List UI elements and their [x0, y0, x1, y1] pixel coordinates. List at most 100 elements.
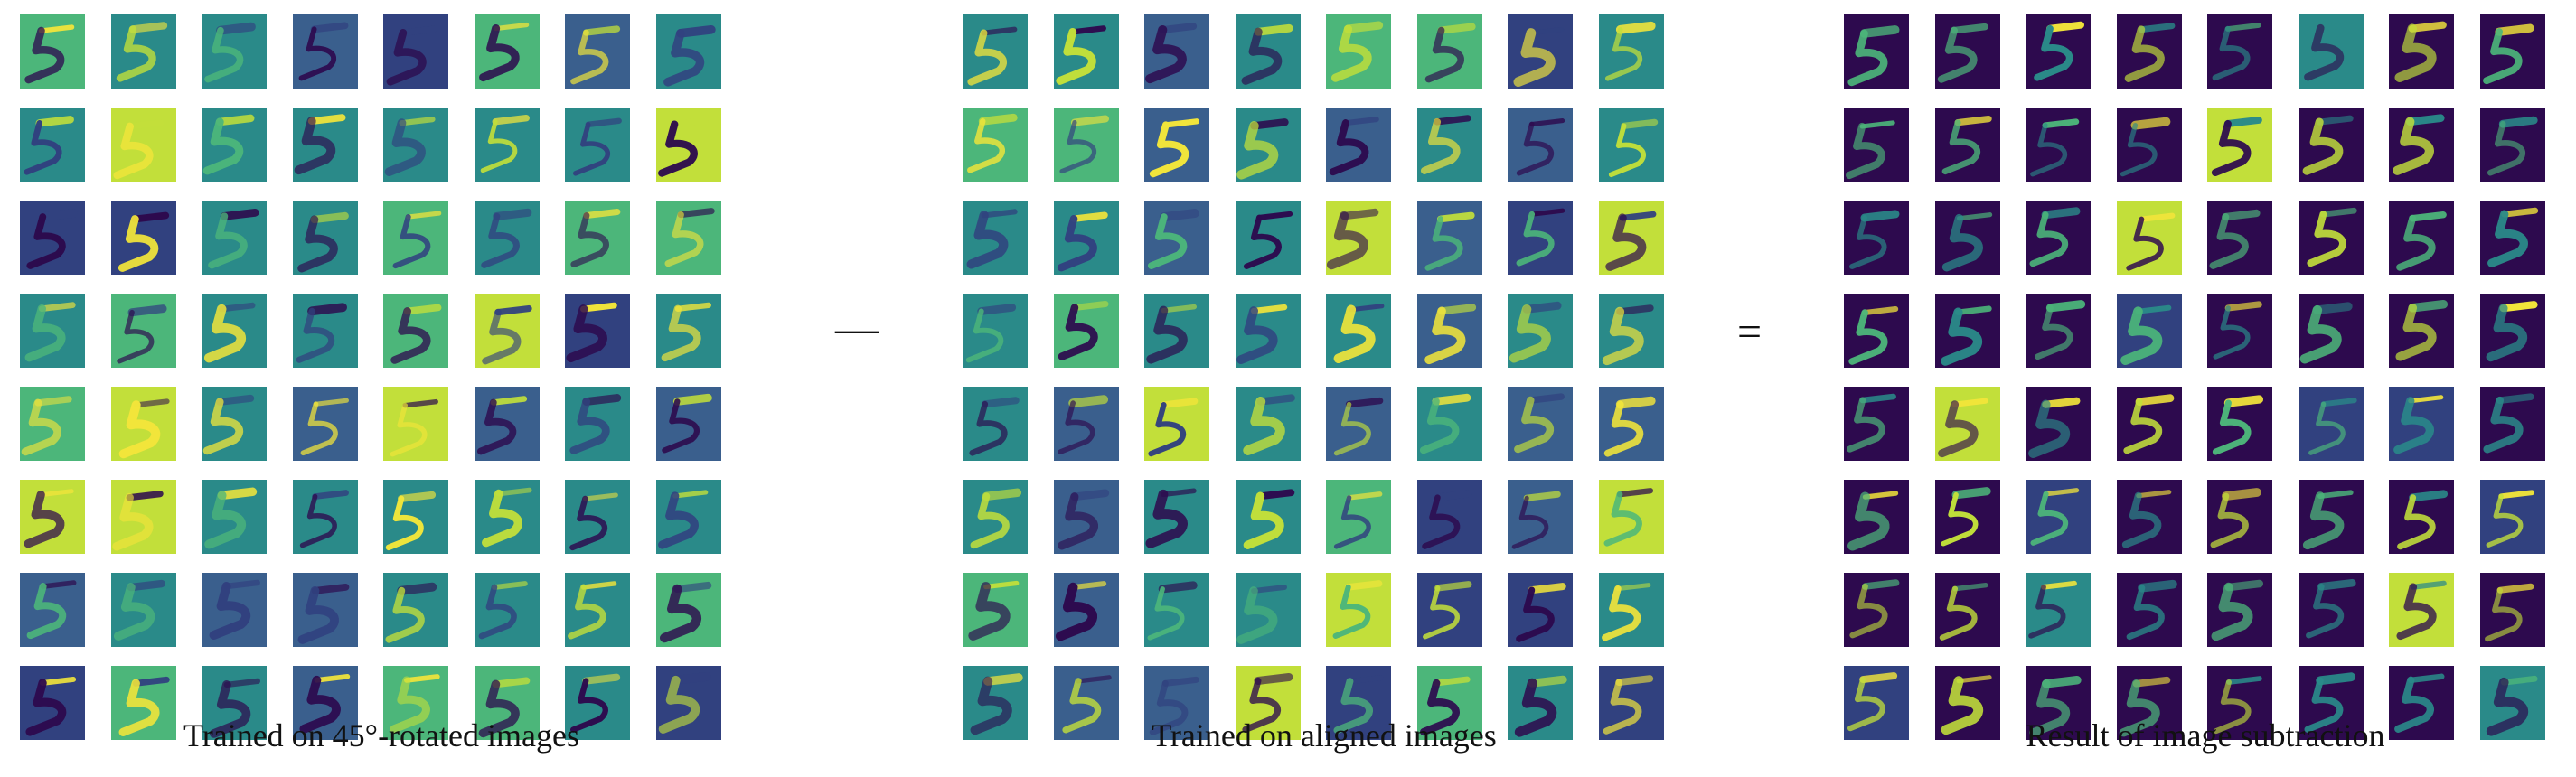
feature-map-image — [1599, 480, 1664, 554]
digit-top-stroke — [2224, 301, 2262, 312]
digit-body-stroke — [2393, 397, 2434, 454]
feature-map-image — [1326, 573, 1391, 647]
digit-top-stroke — [676, 24, 716, 38]
feature-map-tile — [1935, 387, 2000, 461]
caption-difference: Result of image subtraction — [2026, 717, 2385, 754]
digit-body-stroke — [1242, 677, 1282, 734]
digit-top-stroke — [1434, 490, 1472, 501]
feature-map-tile — [963, 573, 1028, 647]
digit-top-stroke — [1954, 116, 1992, 126]
digit-body-stroke — [1937, 26, 1978, 83]
feature-map-tile — [1144, 666, 1209, 740]
digit-top-stroke — [310, 211, 349, 224]
digit-top-stroke — [131, 211, 170, 223]
feature-map-tile — [111, 201, 176, 275]
digit-top-stroke — [1615, 21, 1656, 34]
feature-map-image — [202, 294, 267, 368]
digit-top-stroke — [217, 487, 258, 501]
feature-map-tile — [1236, 14, 1301, 89]
feature-map-image — [565, 387, 630, 461]
digit-body-stroke — [297, 585, 339, 644]
feature-map-tile — [1844, 108, 1909, 182]
digit-top-stroke — [1951, 398, 1988, 407]
feature-map-tile — [1935, 201, 2000, 275]
feature-map-tile — [1844, 480, 1909, 554]
feature-map-image — [2117, 480, 2182, 554]
digit-top-stroke — [216, 22, 256, 35]
feature-map-image — [2026, 573, 2091, 647]
digit-body-stroke — [209, 582, 251, 640]
feature-map-tile — [293, 573, 358, 647]
feature-map-image — [963, 201, 1028, 275]
digit-top-stroke — [220, 208, 259, 220]
digit-body-stroke — [204, 26, 244, 83]
feature-map-tile — [565, 480, 630, 554]
digit-body-stroke — [24, 26, 65, 84]
digit-body-stroke — [25, 679, 67, 736]
digit-top-stroke — [40, 580, 77, 589]
feature-map-image — [1236, 108, 1301, 182]
feature-map-tile — [2480, 387, 2545, 461]
feature-map-image — [202, 573, 267, 647]
feature-map-image — [1144, 14, 1209, 89]
digit-top-stroke — [1952, 582, 1988, 592]
feature-map-tile — [2480, 294, 2545, 368]
digit-top-stroke — [2041, 207, 2081, 220]
feature-map-image — [2207, 666, 2272, 740]
digit-body-stroke — [1147, 213, 1188, 269]
feature-map-tile — [2207, 14, 2272, 89]
feature-map-tile — [2026, 201, 2091, 275]
digit-body-stroke — [300, 401, 338, 456]
feature-map-image — [2026, 666, 2091, 740]
feature-map-image — [1417, 387, 1482, 461]
feature-map-tile — [565, 666, 630, 740]
digit-body-stroke — [2120, 306, 2163, 365]
feature-map-tile — [1326, 108, 1391, 182]
feature-map-image — [293, 294, 358, 368]
feature-map-tile — [475, 108, 540, 182]
digit-top-stroke — [1161, 488, 1197, 498]
digit-top-stroke — [1616, 304, 1654, 315]
feature-map-tile — [2026, 666, 2091, 740]
digit-body-stroke — [1603, 679, 1642, 735]
feature-map-tile — [1508, 666, 1573, 740]
digit-body-stroke — [296, 307, 335, 363]
feature-map-tile — [293, 666, 358, 740]
digit-top-stroke — [128, 22, 168, 33]
feature-map-tile — [202, 666, 267, 740]
digit-body-stroke — [1145, 24, 1187, 84]
feature-map-image — [1236, 666, 1301, 740]
digit-body-stroke — [294, 117, 336, 175]
digit-top-stroke — [2319, 207, 2357, 218]
digit-top-stroke — [983, 580, 1020, 590]
feature-map-image — [1054, 294, 1119, 368]
feature-map-tile — [2207, 480, 2272, 554]
digit-body-stroke — [1602, 306, 1644, 366]
feature-map-image — [963, 387, 1028, 461]
digit-body-stroke — [2299, 304, 2342, 364]
feature-map-tile — [1236, 108, 1301, 182]
digit-body-stroke — [1056, 27, 1096, 85]
feature-map-image — [1326, 201, 1391, 275]
digit-top-stroke — [1528, 675, 1567, 688]
digit-top-stroke — [2501, 207, 2539, 218]
digit-top-stroke — [1615, 396, 1656, 409]
digit-body-stroke — [1241, 27, 1283, 85]
digit-body-stroke — [1236, 306, 1278, 365]
feature-map-tile — [656, 201, 721, 275]
digit-body-stroke — [1243, 214, 1282, 270]
digit-top-stroke — [981, 209, 1018, 219]
equals-operator: = — [1737, 308, 1763, 356]
feature-map-image — [111, 387, 176, 461]
feature-map-image — [1508, 573, 1573, 647]
digit-top-stroke — [1434, 115, 1471, 126]
digit-top-stroke — [1436, 211, 1475, 223]
feature-map-image — [1844, 480, 1909, 554]
digit-top-stroke — [493, 208, 532, 220]
feature-map-tile — [1236, 387, 1301, 461]
feature-map-tile — [1935, 108, 2000, 182]
feature-map-image — [1844, 108, 1909, 182]
digit-body-stroke — [1330, 24, 1372, 82]
feature-map-image — [1236, 201, 1301, 275]
feature-map-image — [111, 480, 176, 554]
